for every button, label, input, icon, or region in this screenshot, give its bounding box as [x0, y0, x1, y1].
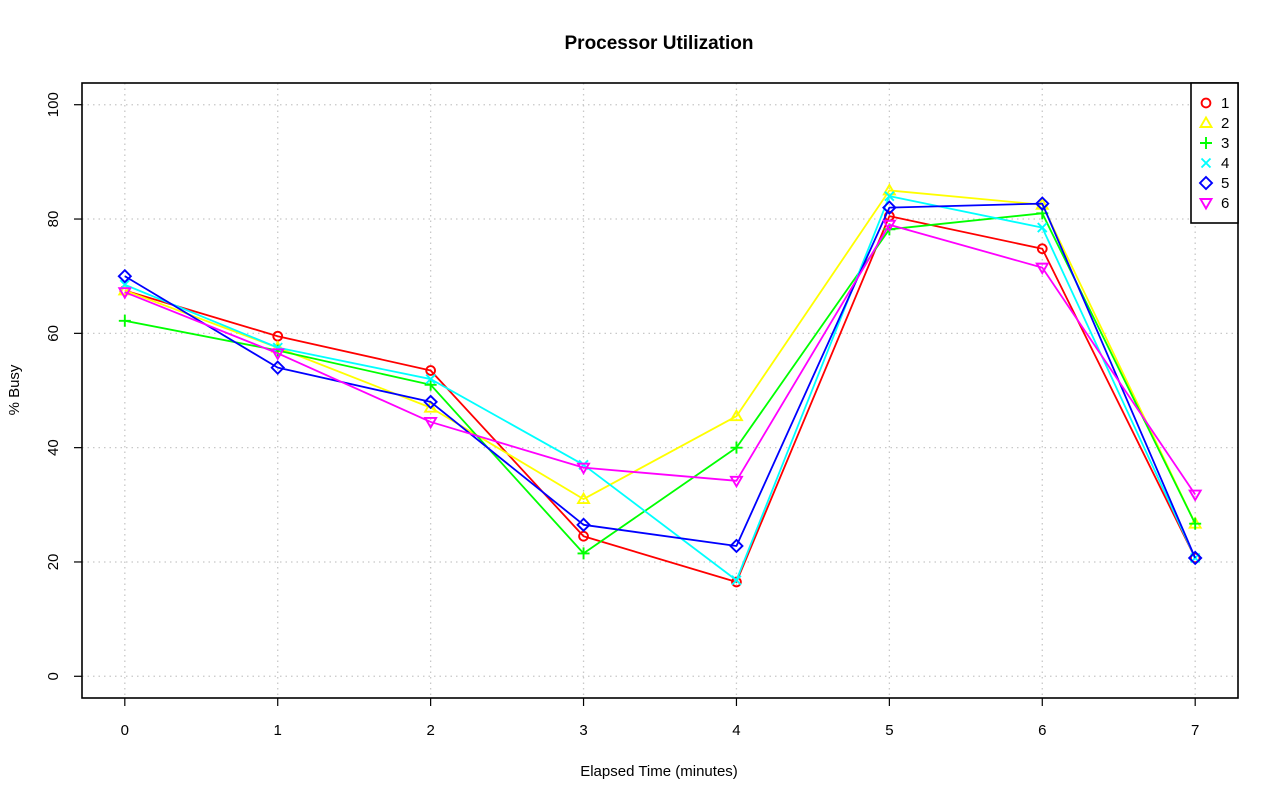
- series-line: [124, 189, 1196, 525]
- data-point: [270, 360, 286, 375]
- series-line: [124, 212, 1196, 555]
- data-point: [1198, 115, 1214, 128]
- data-point: [576, 491, 591, 505]
- data-point: [729, 538, 744, 554]
- data-point: [1036, 243, 1048, 255]
- data-point: [729, 408, 744, 422]
- data-point: [576, 462, 591, 476]
- series-line: [124, 215, 1196, 583]
- legend-item: 2: [1198, 115, 1229, 132]
- data-point: [117, 268, 133, 284]
- data-point: [1200, 137, 1212, 149]
- grid: [82, 83, 1238, 698]
- data-point: [576, 517, 591, 533]
- series-5: [117, 196, 1203, 566]
- data-point: [884, 190, 895, 202]
- data-point: [731, 576, 742, 588]
- legend: 1 2 3 4 5 6: [1190, 82, 1239, 224]
- legend-label: 4: [1221, 155, 1229, 172]
- legend-item: 6: [1198, 195, 1229, 212]
- series-2: [117, 183, 1203, 529]
- y-tick-label: 0: [45, 672, 62, 680]
- legend-label: 2: [1221, 115, 1229, 132]
- x-tick-label: 7: [1191, 722, 1199, 739]
- y-axis-label: % Busy: [6, 364, 23, 415]
- legend-item: 1: [1200, 95, 1229, 112]
- x-tick-label: 1: [274, 722, 282, 739]
- data-point: [882, 200, 897, 215]
- y-tick-label: 80: [45, 211, 62, 228]
- series-6: [117, 219, 1203, 502]
- data-point: [423, 416, 438, 430]
- data-point: [270, 348, 285, 361]
- series-1: [119, 210, 1201, 588]
- data-point: [730, 441, 743, 454]
- legend-box: [1190, 82, 1239, 224]
- data-point: [1200, 157, 1212, 169]
- data-point: [1187, 550, 1203, 566]
- data-point: [423, 394, 438, 410]
- data-point: [1189, 517, 1202, 530]
- data-point: [117, 283, 132, 296]
- data-point: [118, 314, 131, 327]
- data-point: [882, 219, 897, 233]
- x-tick-label: 3: [579, 722, 587, 739]
- legend-item: 4: [1200, 155, 1229, 172]
- data-point: [1198, 175, 1214, 191]
- data-point: [731, 575, 742, 586]
- data-point: [882, 183, 897, 196]
- data-point: [424, 378, 437, 391]
- y-tick-label: 100: [45, 92, 62, 117]
- x-tick-label: 4: [732, 722, 740, 739]
- axes: 0 1 2 3 4 5 6 7 0 20 40 60 80 100: [45, 92, 1199, 739]
- y-tick-label: 60: [45, 325, 62, 342]
- legend-label: 6: [1221, 195, 1229, 212]
- data-point: [1037, 222, 1048, 233]
- legend-item: 5: [1198, 175, 1229, 192]
- x-tick-label: 5: [885, 722, 893, 739]
- legend-label: 1: [1221, 95, 1229, 112]
- data-point: [272, 342, 283, 353]
- x-tick-label: 0: [121, 722, 129, 739]
- data-point: [425, 365, 436, 376]
- legend-label: 3: [1221, 135, 1229, 152]
- data-point: [729, 475, 744, 489]
- x-axis-label: Elapsed Time (minutes): [580, 763, 738, 780]
- data-point: [1034, 196, 1050, 211]
- legend-label: 5: [1221, 175, 1229, 192]
- data-point: [577, 547, 590, 560]
- data-point: [1198, 198, 1214, 211]
- series-line: [124, 202, 1197, 559]
- chart-title: Processor Utilization: [565, 33, 754, 54]
- plot-frame: [81, 82, 1239, 699]
- data-point: [1200, 97, 1212, 109]
- data-point: [1188, 489, 1203, 502]
- y-tick-label: 20: [45, 554, 62, 571]
- x-tick-label: 6: [1038, 722, 1046, 739]
- series-3: [118, 207, 1202, 560]
- data-point: [117, 287, 132, 300]
- data-point: [1189, 552, 1201, 564]
- series-line: [124, 195, 1197, 582]
- series-line: [124, 223, 1196, 496]
- x-tick-label: 2: [426, 722, 434, 739]
- data-point: [1035, 262, 1050, 276]
- legend-item: 3: [1200, 135, 1229, 152]
- y-tick-label: 40: [45, 439, 62, 456]
- data-point: [423, 400, 438, 413]
- series-group: [117, 183, 1203, 588]
- data-point: [425, 373, 436, 385]
